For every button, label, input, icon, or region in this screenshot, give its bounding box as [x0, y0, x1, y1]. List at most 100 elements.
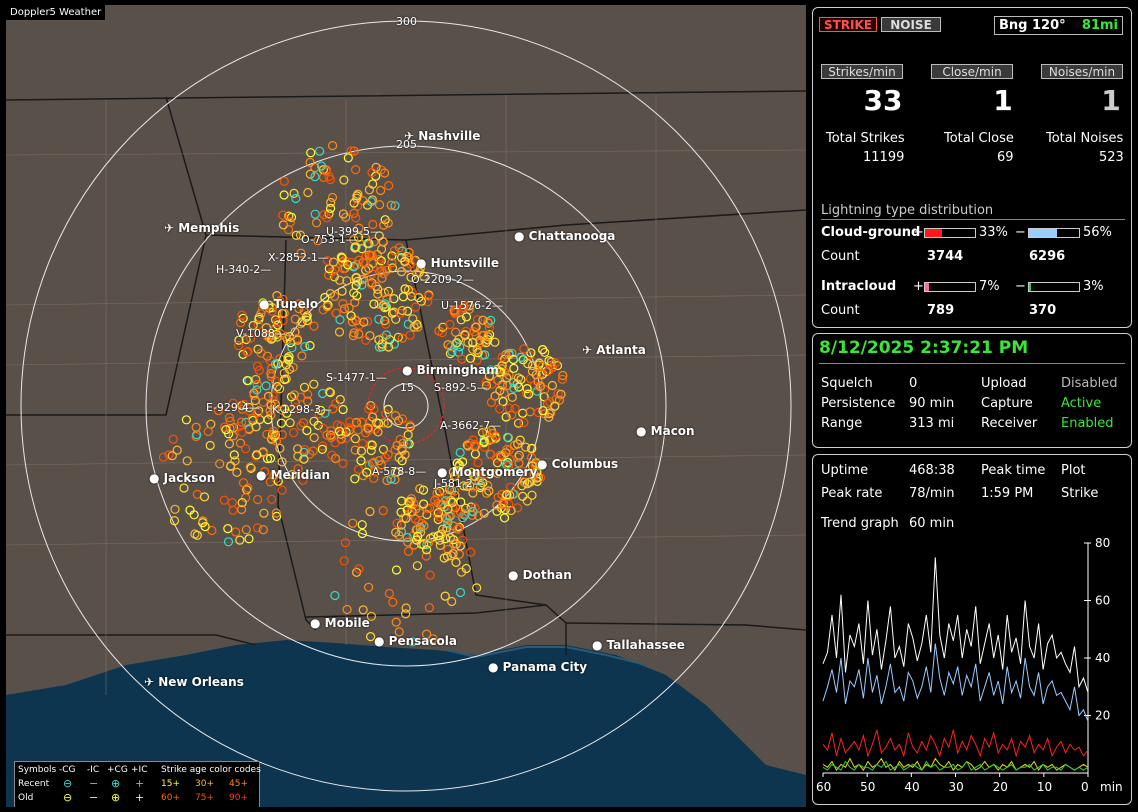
- strike-icon: [239, 399, 249, 409]
- strike-icon: [387, 258, 397, 268]
- city-mobile: ● Mobile: [310, 616, 370, 630]
- strike-icon: [368, 219, 378, 230]
- strike-icon: [334, 327, 345, 337]
- strike-icon: [302, 425, 312, 436]
- strike-icon: [334, 426, 345, 436]
- map-canvas[interactable]: [6, 5, 806, 807]
- strike-icon: [425, 570, 435, 580]
- total-close-label: Total Close: [944, 131, 1014, 146]
- strike-icon: [504, 499, 514, 509]
- storm-id-a-3662-7: A-3662-7—: [440, 419, 502, 432]
- strike-icon: [390, 411, 401, 421]
- strike-icon: [460, 329, 470, 340]
- strike-icon: [397, 305, 407, 316]
- strike-icon: [324, 264, 334, 274]
- city-new-orleans: ✈ New Orleans: [144, 675, 244, 689]
- city-memphis: ✈ Memphis: [164, 221, 240, 235]
- strike-icon: [337, 253, 347, 263]
- strike-icon: [358, 438, 368, 449]
- strike-icon: [378, 333, 388, 343]
- strike-icon: [502, 373, 512, 383]
- strike-icon: [382, 294, 392, 304]
- strike-icon: [400, 256, 410, 266]
- strike-icon: [225, 416, 235, 426]
- ic-count-label: Count: [821, 303, 860, 318]
- strike-icon: [346, 311, 356, 321]
- strike-icon: [362, 467, 372, 477]
- strike-icon: [369, 237, 379, 247]
- strike-icon: [403, 546, 414, 557]
- strike-icon: [275, 384, 285, 394]
- legend-col-neg-ic: -IC: [87, 765, 100, 775]
- strike-icon: [309, 321, 319, 331]
- strike-icon: [266, 400, 276, 410]
- strike-icon: [267, 306, 277, 316]
- strike-icon: [459, 303, 469, 313]
- uptime-value: 468:38: [909, 463, 955, 478]
- strike-stats-panel: STRIKE NOISE Bng 120° 81mi Strikes/min C…: [812, 7, 1132, 328]
- strike-icon: [351, 280, 361, 291]
- noises-min-label: Noises/min: [1041, 64, 1123, 79]
- strike-icon: [525, 477, 535, 487]
- strike-icon: [254, 365, 264, 375]
- strike-icon: [331, 398, 341, 409]
- strike-icon: [448, 467, 459, 477]
- strike-mode-button[interactable]: STRIKE: [819, 17, 877, 32]
- strike-icon: [374, 335, 384, 345]
- strike-icon: [297, 351, 307, 361]
- strike-icon: [373, 284, 383, 294]
- strike-icon: [376, 460, 386, 470]
- cg-minus-sign: −: [1015, 225, 1026, 240]
- strike-icon: [205, 440, 215, 451]
- cg-positive-pct: 33%: [979, 225, 1008, 240]
- strike-icon: [522, 496, 532, 506]
- strike-icon: [527, 490, 537, 500]
- strike-icon: [454, 522, 465, 532]
- strike-icon: [457, 354, 467, 364]
- strike-icon: [394, 243, 404, 253]
- strike-icon: [269, 471, 279, 481]
- legend-age-15: 15+: [161, 779, 180, 789]
- strike-icon: [336, 252, 346, 262]
- ic-positive-bar-fill: [925, 283, 929, 291]
- strike-icon: [310, 209, 320, 219]
- strike-icon: [479, 469, 489, 479]
- strike-icon: [275, 296, 285, 306]
- strike-icon: [514, 450, 524, 460]
- strike-icon: [192, 530, 202, 540]
- strike-icon: [527, 443, 537, 453]
- strike-icon: [351, 165, 361, 175]
- strike-icon: [518, 408, 528, 418]
- strike-icon: [367, 195, 377, 205]
- strike-icon: [359, 317, 369, 327]
- strike-icon: [284, 225, 294, 235]
- strike-icon: [512, 467, 522, 477]
- strike-icon: [253, 320, 263, 330]
- strike-icon: [287, 343, 297, 353]
- strike-icon: [504, 445, 514, 455]
- strike-icon: [237, 504, 247, 515]
- strike-icon: [284, 364, 294, 374]
- strike-icon: [231, 527, 241, 537]
- lightning-map[interactable]: 300 205 15 ✈ Nashville ✈ Memphis ● Chattan…: [6, 5, 806, 807]
- strike-icon: [407, 637, 418, 647]
- strikes-min-label: Strikes/min: [821, 64, 903, 79]
- strike-icon: [360, 257, 371, 267]
- strike-icon: [294, 304, 304, 314]
- strike-icon: [487, 379, 497, 389]
- strike-icon: [412, 561, 422, 571]
- strike-icon: [453, 508, 463, 518]
- strike-icon: [397, 496, 407, 506]
- strike-icon: [348, 518, 358, 528]
- strike-icon: [402, 251, 412, 261]
- peak-rate-label: Peak rate: [821, 486, 883, 501]
- strike-icon: [310, 163, 320, 173]
- trend-series-2: [822, 729, 1089, 758]
- strike-icon: [371, 162, 381, 172]
- noise-mode-button[interactable]: NOISE: [881, 17, 941, 32]
- county-lines: [6, 95, 806, 695]
- strike-icon: [264, 303, 274, 313]
- strike-icon: [249, 390, 259, 400]
- strike-icon: [538, 406, 548, 416]
- strike-icon: [474, 472, 484, 482]
